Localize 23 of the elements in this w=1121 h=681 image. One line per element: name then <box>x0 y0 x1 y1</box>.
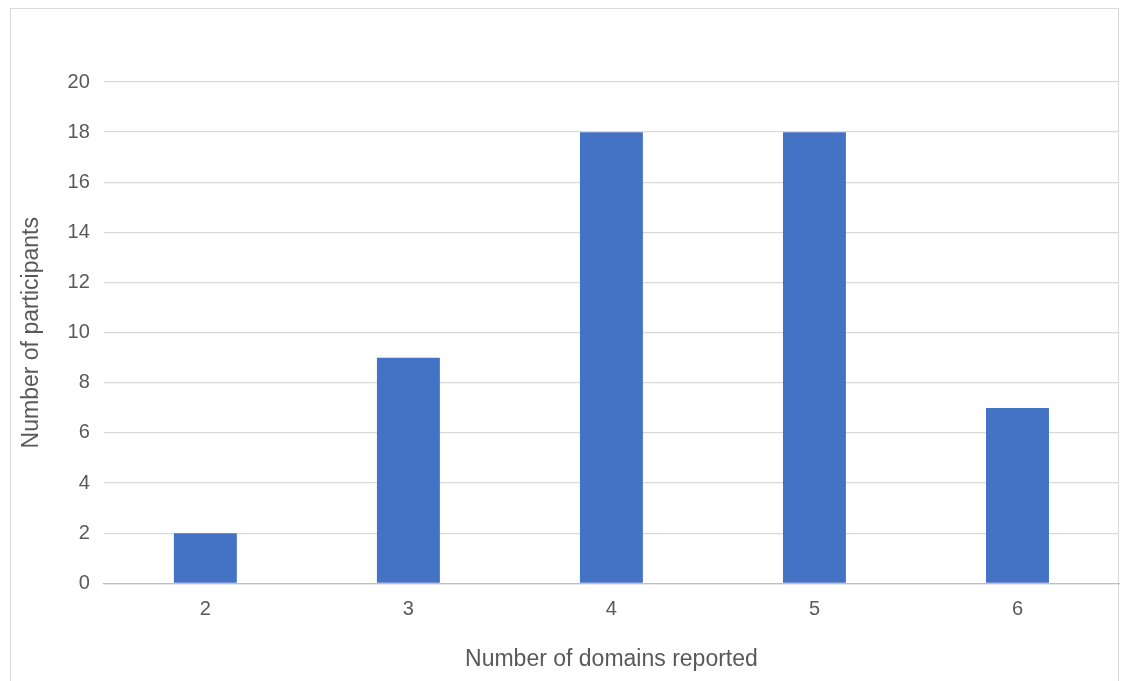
x-tick-label: 2 <box>199 596 211 619</box>
y-tick-label: 12 <box>67 270 90 293</box>
y-tick-label: 16 <box>67 169 90 192</box>
x-tick-label: 6 <box>1011 596 1024 619</box>
x-axis-title: Number of domains reported <box>465 644 758 671</box>
bar <box>376 357 440 583</box>
y-tick-label: 4 <box>78 470 90 493</box>
y-tick-label: 6 <box>78 420 90 443</box>
y-tick-label: 10 <box>67 320 90 343</box>
y-tick-label: 2 <box>78 520 90 543</box>
bar <box>579 132 643 583</box>
x-tick-label: 3 <box>402 596 414 619</box>
bar <box>782 132 846 583</box>
x-tick-label: 4 <box>605 596 617 619</box>
y-tick-label: 8 <box>78 370 90 393</box>
y-tick-label: 14 <box>67 219 90 242</box>
y-tick-label: 20 <box>67 69 90 92</box>
y-tick-label: 18 <box>67 119 90 142</box>
x-tick-label: 5 <box>808 596 821 619</box>
y-axis-title: Number of participants <box>17 217 44 449</box>
bar <box>986 407 1049 583</box>
bar <box>173 533 237 583</box>
y-tick-label: 0 <box>78 570 90 593</box>
